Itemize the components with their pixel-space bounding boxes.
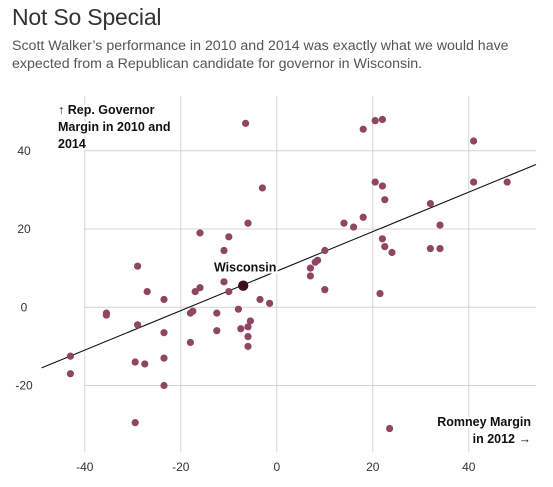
state-point xyxy=(258,184,266,192)
state-point xyxy=(246,317,254,325)
state-point xyxy=(196,284,204,292)
state-point xyxy=(186,338,194,347)
trend-line xyxy=(41,163,537,369)
state-point xyxy=(220,246,228,255)
state-point xyxy=(311,258,319,266)
state-point xyxy=(470,137,478,145)
state-point xyxy=(381,243,389,251)
state-point xyxy=(371,178,379,186)
state-point xyxy=(160,381,168,390)
state-point xyxy=(66,352,74,360)
state-point xyxy=(143,288,151,296)
state-point xyxy=(340,219,348,227)
state-point xyxy=(237,325,245,333)
state-point xyxy=(244,332,252,341)
chart-title: Not So Special xyxy=(12,4,162,30)
state-point xyxy=(244,323,252,331)
state-point xyxy=(131,419,139,427)
y-tick-label: -20 xyxy=(15,378,33,392)
state-point xyxy=(213,309,221,317)
x-tick-label: 0 xyxy=(273,460,280,474)
state-point xyxy=(160,354,168,362)
state-point xyxy=(436,244,444,253)
state-point xyxy=(196,229,204,237)
state-point xyxy=(436,221,444,229)
wisconsin-point xyxy=(238,280,249,291)
state-point xyxy=(131,358,139,366)
state-point xyxy=(371,117,379,125)
annotations: Wisconsin ↑ Rep. Governor Margin in 2010 a… xyxy=(56,101,533,448)
y-axis-title-line: 2014 xyxy=(58,137,86,151)
x-tick-label: 20 xyxy=(366,460,380,474)
x-axis-title-line: Romney Margin xyxy=(437,415,531,429)
state-point xyxy=(426,244,434,253)
state-point xyxy=(386,424,394,433)
state-point xyxy=(306,272,314,280)
state-point xyxy=(244,342,252,350)
state-point xyxy=(376,289,384,298)
axis-ticks: -40 -20 0 20 40 -20 0 20 40 xyxy=(15,144,475,474)
state-point xyxy=(388,248,396,257)
x-tick-label: -40 xyxy=(76,460,94,474)
state-point xyxy=(350,223,358,231)
state-point xyxy=(378,235,386,243)
state-point xyxy=(220,278,228,286)
state-point xyxy=(470,178,478,186)
y-tick-label: 40 xyxy=(17,144,31,158)
chart-subtitle: Scott Walker’s performance in 2010 and 2… xyxy=(12,38,509,72)
data-points xyxy=(66,115,511,433)
x-tick-label: -20 xyxy=(172,460,190,474)
state-point xyxy=(321,286,329,294)
state-point xyxy=(244,219,252,227)
state-point xyxy=(234,305,242,313)
state-point xyxy=(378,182,386,190)
state-point xyxy=(359,213,367,221)
state-point xyxy=(66,370,74,378)
state-point xyxy=(213,327,221,335)
y-tick-label: 20 xyxy=(17,222,31,236)
state-point xyxy=(426,199,434,208)
state-point xyxy=(191,288,199,296)
state-point xyxy=(242,119,250,127)
state-point xyxy=(160,329,168,337)
state-point xyxy=(266,299,274,307)
state-point xyxy=(306,264,314,272)
wisconsin-label: Wisconsin xyxy=(214,261,276,275)
state-point xyxy=(102,311,110,319)
y-tick-label: 0 xyxy=(21,300,28,314)
state-point xyxy=(503,178,511,186)
state-point xyxy=(141,360,149,368)
state-point xyxy=(359,125,367,133)
state-point xyxy=(225,233,233,241)
state-point xyxy=(160,295,168,304)
state-point xyxy=(378,115,386,124)
state-point xyxy=(134,262,142,270)
state-point xyxy=(225,288,233,296)
y-axis-title-line: ↑ Rep. Governor xyxy=(58,103,155,117)
state-point xyxy=(381,196,389,204)
state-point xyxy=(186,309,194,317)
x-tick-label: 40 xyxy=(462,460,476,474)
x-axis-title-line: in 2012 → xyxy=(473,432,531,446)
y-axis-title-line: Margin in 2010 and xyxy=(58,120,171,134)
grid-lines xyxy=(84,96,536,452)
state-point xyxy=(321,246,329,255)
state-point xyxy=(256,295,264,304)
state-point xyxy=(134,321,142,329)
